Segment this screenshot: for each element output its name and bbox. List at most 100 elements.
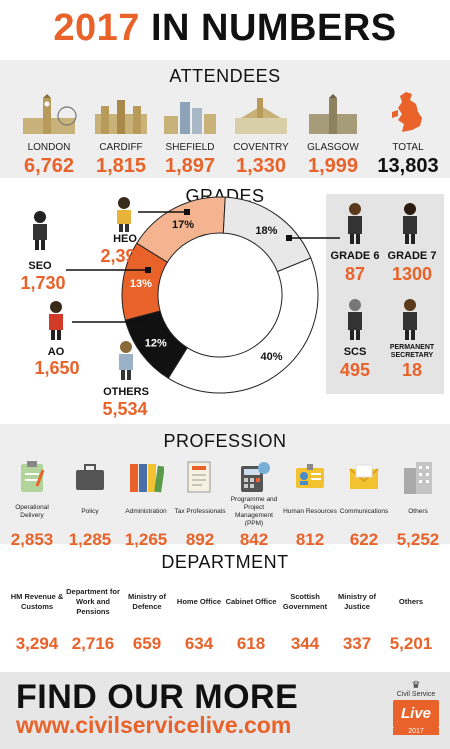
city-name: LONDON [27, 142, 71, 153]
donut-slice [121, 242, 169, 321]
cathedral-icon [224, 92, 298, 134]
department-cabinet-office: Cabinet Office 618 [224, 572, 278, 654]
department-name: Others [398, 597, 424, 606]
heo-label: HEO [113, 233, 137, 245]
department-name: Ministry of Justice [338, 592, 376, 611]
id-card-icon [282, 458, 338, 496]
profession-value: 622 [349, 530, 379, 549]
department-name: Home Office [176, 597, 222, 606]
others-value: 5,534 [102, 399, 148, 419]
profession-value: 5,252 [396, 530, 440, 549]
ao-connector-dot [145, 319, 151, 325]
ao-label: AO [47, 346, 65, 358]
city-name: GLASGOW [307, 142, 359, 153]
others-person-icon [119, 341, 133, 380]
grade7-value: 1300 [391, 264, 433, 284]
profession-value: 1,285 [68, 530, 112, 549]
university-icon [296, 92, 370, 134]
title-year: 2017 [53, 7, 140, 49]
ao-person-icon [49, 301, 63, 340]
seo-label: SEO [28, 260, 52, 272]
department-value: 344 [290, 634, 320, 653]
profession-heading: PROFESSION [163, 431, 287, 451]
skyline-icon [153, 92, 227, 134]
big-ben-icon [12, 92, 86, 134]
briefcase-icon [62, 458, 118, 496]
heo-person-icon [117, 197, 131, 232]
seo-connector-dot [145, 267, 151, 273]
city-name: COVENTRY [233, 142, 289, 153]
department-dwp: Department for Work and Pensions 2,716 [66, 572, 120, 654]
grade7-person-icon [403, 203, 417, 244]
city-sheffield: SHEFIELD 1,897 [153, 92, 227, 178]
profession-communications: Communications 622 [336, 458, 392, 550]
donut-slice-label: 17% [172, 219, 194, 231]
donut: 17% 18% 40% 12% 13% [121, 196, 319, 394]
donut-slice [167, 257, 319, 394]
scs-person-icon [348, 299, 362, 340]
profession-tax-professionals: Tax Professionals 892 [172, 458, 228, 550]
city-value: 1,815 [95, 155, 147, 177]
tax-form-icon [172, 458, 228, 496]
department-scottish-government: Scottish Government 344 [278, 572, 332, 654]
grade-connector-dot [286, 235, 292, 241]
permanent-secretary-label: PERMANENT SECRETARY [389, 344, 435, 359]
grades-donut-chart: 17% 18% 40% 12% 13% [66, 196, 340, 394]
heo-connector-dot [184, 209, 190, 215]
department-value: 659 [132, 634, 162, 653]
envelope-icon [336, 458, 392, 496]
department-value: 618 [236, 634, 266, 653]
profession-name: Tax Professionals [174, 508, 226, 515]
city-glasgow: GLASGOW 1,999 [296, 92, 370, 178]
city-value: 1,330 [235, 155, 287, 177]
profession-name: Communications [339, 508, 389, 515]
footer-section [0, 672, 450, 749]
department-moj: Ministry of Justice 337 [330, 572, 384, 654]
department-value: 2,716 [71, 634, 115, 653]
seo-value: 1,730 [20, 273, 66, 293]
castle-icon [84, 92, 158, 134]
city-total: TOTAL 13,803 [368, 92, 448, 178]
heo-value: 2,396 [100, 246, 146, 266]
calculator-icon [226, 458, 282, 496]
department-name: Cabinet Office [225, 597, 277, 606]
donut-slice-label: 12% [145, 338, 167, 350]
city-name: CARDIFF [99, 142, 143, 153]
profession-name: Policy [81, 508, 99, 515]
profession-operational-delivery: Operational Delivery 2,853 [4, 458, 60, 550]
ao-value: 1,650 [34, 358, 80, 378]
buildings-icon [390, 458, 446, 496]
profession-ppm: Programme and Project Management (PPM) 8… [226, 458, 282, 550]
others-label: OTHERS [103, 386, 149, 398]
donut-slice-label: 13% [130, 278, 152, 290]
profession-value: 2,853 [10, 530, 54, 549]
logo-year: 2017 [393, 728, 439, 735]
city-cardiff: CARDIFF 1,815 [84, 92, 158, 178]
profession-name: Others [408, 508, 428, 515]
website-link[interactable]: www.civilservicelive.com [16, 712, 292, 738]
city-value: 13,803 [377, 155, 439, 177]
civil-service-live-logo: ♛ Civil Service Live 2017 [390, 680, 442, 742]
profession-name: Human Resources [283, 508, 337, 515]
profession-name: Operational Delivery [15, 504, 49, 519]
crest-icon: ♛ [411, 680, 421, 691]
department-home-office: Home Office 634 [172, 572, 226, 654]
department-heading: DEPARTMENT [161, 552, 289, 572]
department-name: HM Revenue & Customs [10, 592, 64, 611]
uk-map-icon [368, 92, 448, 134]
department-section [0, 549, 450, 667]
grade6-label: GRADE 6 [330, 250, 380, 262]
seo-person-icon [33, 211, 47, 250]
title-rest: IN NUMBERS [139, 7, 397, 49]
city-coventry: COVENTRY 1,330 [224, 92, 298, 178]
city-name: SHEFIELD [165, 142, 215, 153]
department-name: Ministry of Defence [128, 592, 166, 611]
department-name: Department for Work and Pensions [66, 587, 120, 616]
profession-policy: Policy 1,285 [62, 458, 118, 550]
department-value: 3,294 [15, 634, 59, 653]
logo-line: Civil Service [396, 691, 436, 698]
grade7-label: GRADE 7 [387, 250, 437, 262]
profession-administration: Administration 1,265 [118, 458, 174, 550]
scs-value: 495 [339, 360, 371, 380]
page-title: 2017 IN NUMBERS [0, 6, 450, 50]
